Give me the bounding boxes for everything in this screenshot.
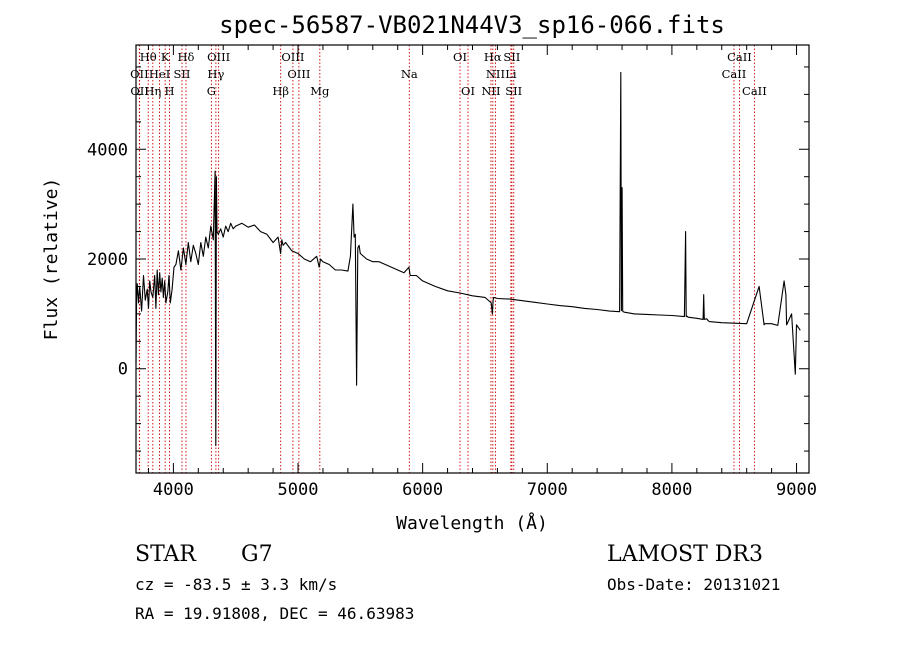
survey-name: LAMOST DR3	[607, 542, 763, 567]
line-marker-label-12: Hγ	[207, 67, 224, 81]
object-subclass: G7	[241, 542, 273, 567]
y-tick-label: 0	[118, 360, 128, 380]
line-marker-label-26: SII	[505, 84, 522, 98]
x-tick-label: 9000	[776, 480, 817, 500]
line-marker-label-20: H	[165, 84, 175, 98]
line-marker-label-7: SII	[503, 50, 520, 64]
line-marker-label-11: SII	[174, 67, 191, 81]
line-marker-label-27: CaII	[742, 84, 767, 98]
line-marker-label-8: CaII	[727, 50, 752, 64]
line-marker-label-15: NII	[486, 67, 505, 81]
line-marker-label-25: NII	[481, 84, 500, 98]
line-marker-label-17: CaII	[722, 67, 747, 81]
plot-frame	[135, 44, 810, 474]
line-marker-label-3: OIII	[207, 50, 230, 64]
spectrum-line	[135, 71, 801, 447]
line-marker-label-24: OI	[461, 84, 475, 98]
x-axis-label: Wavelength (Å)	[396, 512, 548, 534]
x-tick-label: 4000	[153, 480, 194, 500]
observation-date: Obs-Date: 20131021	[607, 575, 780, 594]
x-tick-label: 8000	[651, 480, 692, 500]
x-tick-label: 6000	[402, 480, 443, 500]
line-marker-label-16: Li	[505, 67, 517, 81]
redshift-velocity: cz = -83.5 ± 3.3 km/s	[135, 575, 337, 594]
coordinates: RA = 19.91808, DEC = 46.63983	[135, 604, 414, 623]
line-marker-label-13: OIII	[287, 67, 310, 81]
line-marker-label-1: K	[161, 50, 170, 64]
line-marker-label-23: Mg	[310, 84, 330, 98]
line-marker-label-0: Hθ	[140, 50, 157, 64]
x-ticks: 4000 5000 6000 7000 8000 9000	[147, 45, 817, 500]
y-tick-label: 2000	[87, 250, 128, 270]
line-marker-label-9: OII	[130, 67, 149, 81]
line-marker-label-22: Hβ	[272, 84, 289, 98]
object-class: STAR	[135, 542, 197, 567]
line-markers	[138, 45, 755, 473]
line-marker-label-19: Hη	[144, 84, 161, 98]
line-marker-label-4: OIII	[281, 50, 304, 64]
line-marker-label-21: G	[207, 84, 216, 98]
line-marker-label-6: Hα	[484, 50, 502, 64]
x-tick-label: 7000	[527, 480, 568, 500]
line-marker-label-2: Hδ	[177, 50, 194, 64]
y-tick-label: 4000	[87, 140, 128, 160]
line-marker-label-10: HeI	[149, 67, 170, 81]
y-ticks: 0 2000 4000	[87, 66, 809, 452]
x-tick-label: 5000	[278, 480, 319, 500]
y-axis-label: Flux (relative)	[41, 178, 62, 341]
line-marker-label-18: OII	[130, 84, 149, 98]
line-marker-label-5: OI	[453, 50, 467, 64]
line-marker-label-14: Na	[401, 67, 418, 81]
chart-title: spec-56587-VB021N44V3_sp16-066.fits	[219, 11, 725, 39]
